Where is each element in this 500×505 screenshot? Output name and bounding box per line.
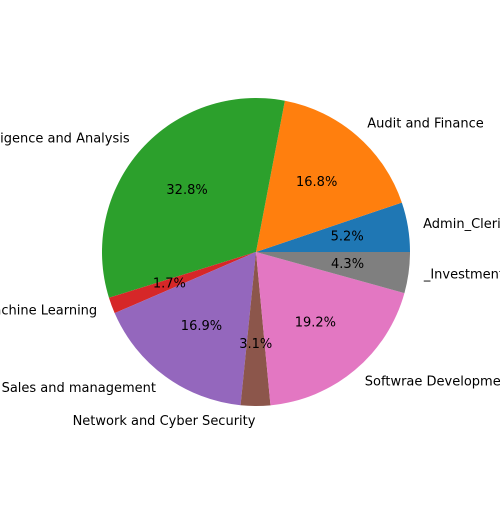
pie-category-labels: Admin_Clerical Audit and Finance Business … — [0, 117, 500, 429]
pie-category-label: AI and Machine Learning — [0, 303, 97, 318]
pie-percent-label: 5.2% — [331, 229, 364, 244]
pie-category-label: Audit and Finance — [367, 117, 484, 132]
pie-slices — [102, 98, 410, 406]
pie-percent-label: 1.7% — [153, 277, 186, 292]
pie-slice — [102, 98, 285, 298]
pie-slice — [256, 202, 410, 252]
pie-slice — [256, 252, 405, 406]
pie-slice — [256, 252, 410, 294]
pie-category-label: Network and Cyber Security — [73, 414, 256, 429]
pie-percent-label: 16.9% — [181, 319, 222, 334]
pie-slice — [108, 252, 256, 314]
pie-slice — [256, 100, 402, 253]
pie-percent-label: 19.2% — [295, 315, 336, 330]
pie-category-label: Business Intelligence and Analysis — [0, 132, 130, 147]
pie-category-label: _Investment — [423, 267, 500, 282]
pie-slice — [240, 252, 271, 406]
pie-percent-label: 32.8% — [166, 183, 207, 198]
pie-category-label: Softwrae Development — [365, 374, 500, 389]
pie-slice — [114, 252, 256, 406]
pie-percent-labels: 5.2% 16.8% 32.8% 1.7% 16.9% 3.1% 19.2% 4.3% — [153, 175, 364, 352]
pie-category-label: Sales and management — [2, 381, 156, 396]
pie-percent-label: 4.3% — [331, 257, 364, 272]
pie-percent-label: 16.8% — [296, 175, 337, 190]
pie-percent-label: 3.1% — [239, 337, 272, 352]
pie-category-label: Admin_Clerical — [423, 217, 500, 232]
